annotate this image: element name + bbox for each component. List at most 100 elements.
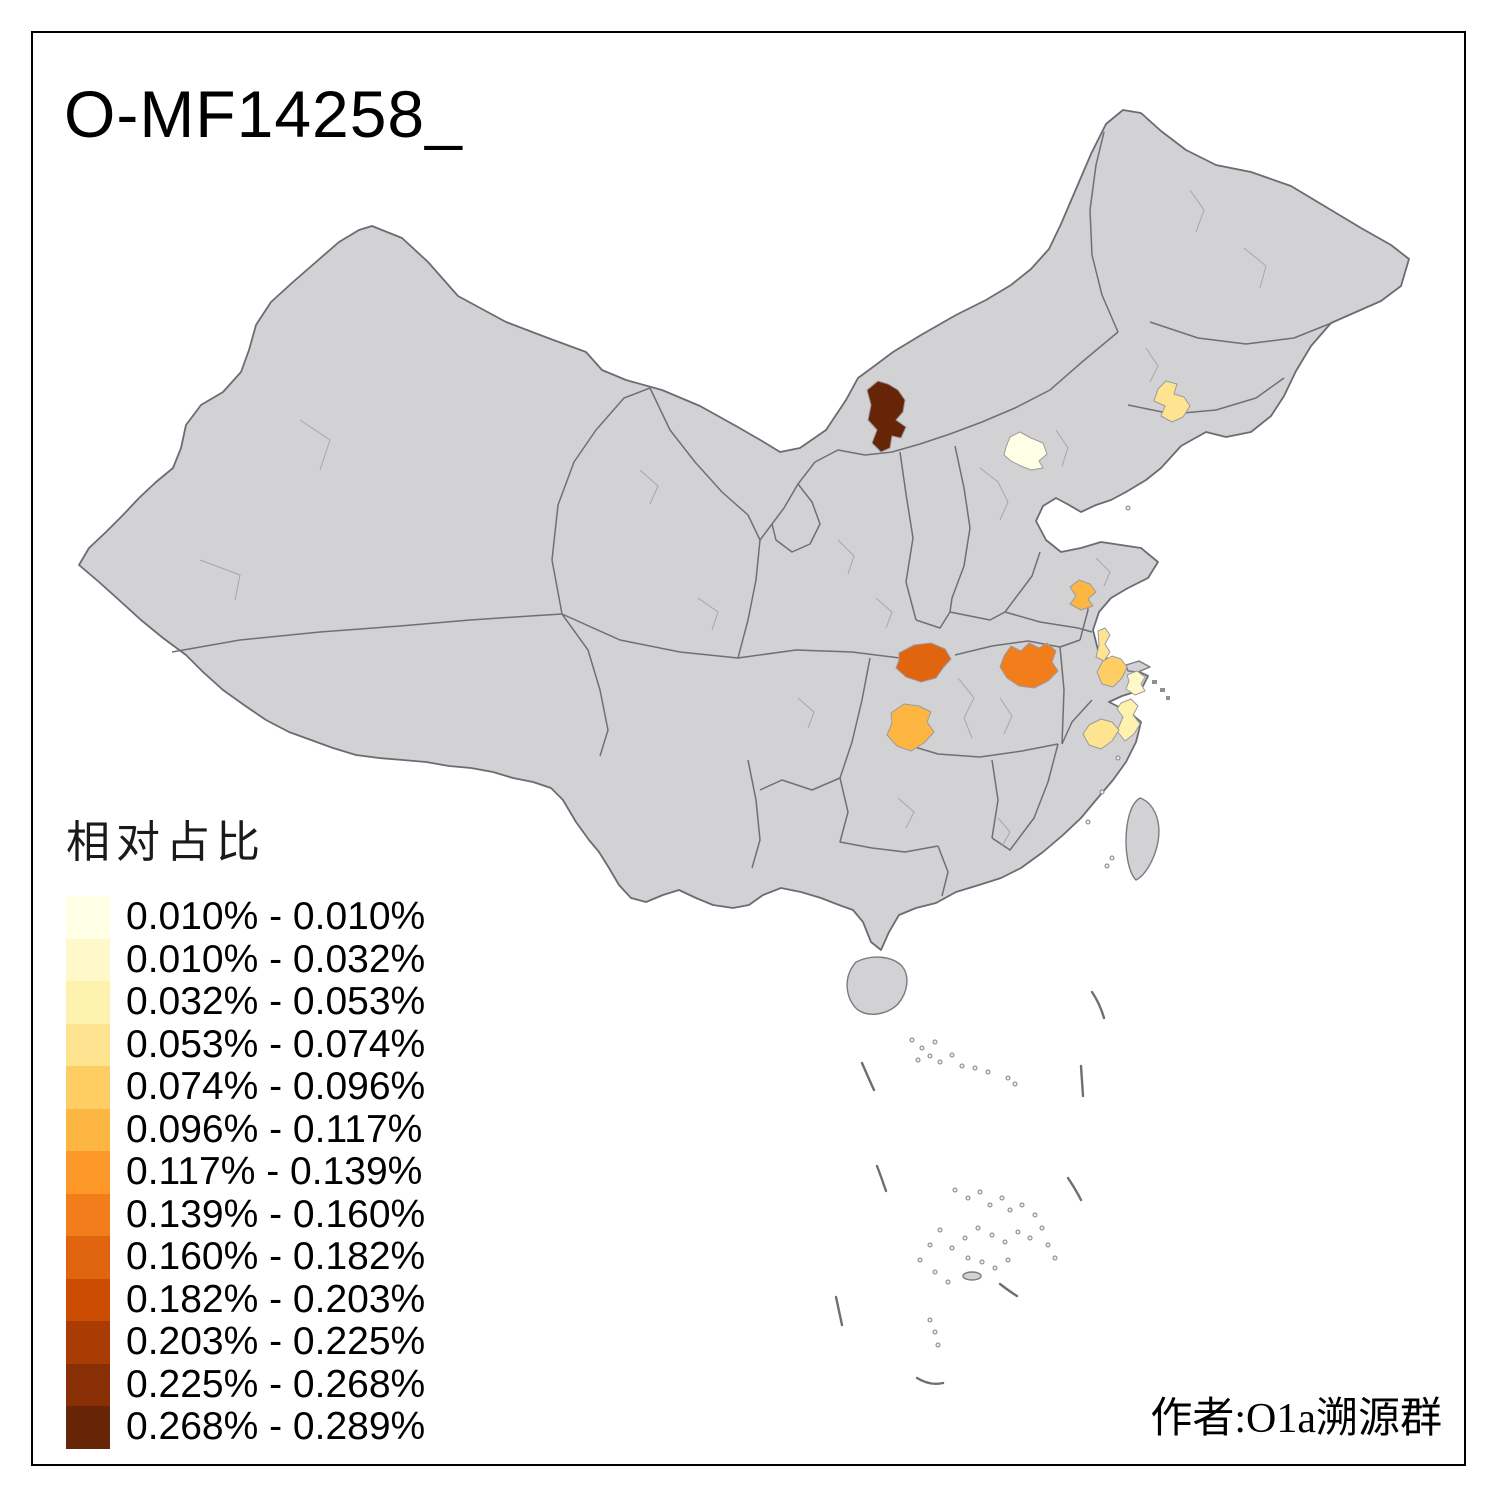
province-border-line — [897, 741, 1059, 758]
islet-speck — [1166, 696, 1170, 700]
province-border-line — [551, 387, 651, 615]
prefecture-boundaries — [199, 189, 1267, 847]
islet — [1045, 1242, 1051, 1248]
islet — [932, 1329, 938, 1335]
province-border-line — [954, 639, 1081, 656]
islet — [1052, 1255, 1058, 1261]
prefecture-line — [797, 697, 815, 729]
province-border-line — [839, 657, 871, 779]
nine-dash-segment — [1090, 990, 1106, 1020]
prefecture-line — [639, 469, 659, 505]
highlighted-region-5 — [895, 642, 952, 683]
province-border-line — [991, 743, 1059, 851]
islet — [1027, 1235, 1033, 1241]
legend-label: 0.225% - 0.268% — [126, 1362, 426, 1406]
prefecture-line — [999, 697, 1013, 735]
highlighted-regions — [866, 380, 1191, 752]
legend-label: 0.268% - 0.289% — [126, 1405, 426, 1449]
islet — [932, 1269, 938, 1275]
islet — [975, 1225, 981, 1231]
attribution-text: 作者:O1a溯源群 — [1150, 1396, 1442, 1442]
nine-dash-segment — [1079, 1064, 1085, 1098]
islet — [917, 1257, 923, 1263]
taiwan-island-shape — [1125, 797, 1160, 881]
legend-item: 0.160% - 0.182% — [66, 1235, 425, 1279]
islet — [1015, 1229, 1021, 1235]
legend-item: 0.203% - 0.225% — [66, 1320, 426, 1364]
province-border-line — [759, 777, 841, 791]
legend-item: 0.225% - 0.268% — [66, 1362, 426, 1406]
prefecture-line — [979, 467, 1009, 521]
islet — [915, 1057, 921, 1063]
south-sea-islets — [909, 1037, 1058, 1348]
highlighted-region-8 — [1096, 655, 1128, 688]
small-shoal-island — [962, 1271, 982, 1281]
islet — [999, 1195, 1005, 1201]
highlighted-region-10 — [1116, 698, 1141, 742]
islet — [989, 1232, 995, 1238]
islet-speck — [1152, 680, 1157, 684]
map-title: O-MF14258_ — [64, 77, 463, 151]
islet — [992, 1265, 998, 1271]
highlighted-region-6 — [999, 642, 1059, 689]
prefecture-line — [997, 817, 1011, 847]
highlighted-region-3 — [1153, 380, 1191, 423]
islet — [987, 1202, 993, 1208]
legend-title: 相对占比 — [66, 818, 266, 867]
province-border-line — [1059, 646, 1065, 745]
legend-label: 0.010% - 0.010% — [126, 895, 426, 939]
province-border-line — [899, 451, 917, 621]
legend-swatch — [66, 1108, 110, 1151]
legend-swatch — [66, 1278, 110, 1321]
legend-label: 0.074% - 0.096% — [126, 1065, 426, 1109]
legend-item: 0.074% - 0.096% — [66, 1065, 426, 1109]
legend-label: 0.010% - 0.032% — [126, 937, 426, 981]
legend-swatch — [66, 1193, 110, 1236]
islet — [1005, 1075, 1011, 1081]
islet — [1012, 1081, 1018, 1087]
province-border-line — [561, 613, 609, 757]
province-border-line — [171, 613, 563, 653]
estuary-island-shape — [1125, 660, 1151, 673]
islet-speck — [1160, 688, 1165, 692]
legend-label: 0.203% - 0.225% — [126, 1320, 426, 1364]
province-border-line — [759, 331, 1119, 541]
province-border-line — [937, 845, 949, 897]
nine-dash-segment — [998, 1282, 1019, 1298]
islet — [927, 1242, 933, 1248]
islet — [1002, 1239, 1008, 1245]
prefecture-line — [697, 597, 719, 631]
islet — [1085, 819, 1091, 825]
islet — [949, 1052, 955, 1058]
islet — [1007, 1207, 1013, 1213]
highlighted-region-12 — [886, 703, 935, 752]
islet — [1005, 1257, 1011, 1263]
islet — [1125, 505, 1131, 511]
legend-swatch — [66, 1023, 110, 1066]
prefecture-line — [897, 797, 915, 829]
islet — [962, 1235, 968, 1241]
islet — [965, 1195, 971, 1201]
prefecture-line — [957, 677, 975, 739]
legend-label: 0.096% - 0.117% — [126, 1107, 423, 1151]
legend-item: 0.139% - 0.160% — [66, 1193, 425, 1236]
legend-label: 0.117% - 0.139% — [126, 1150, 423, 1194]
province-border-line — [949, 611, 1093, 633]
legend: 相对占比 0.010% - 0.010% 0.010% - 0.032% 0.0… — [66, 806, 425, 1449]
legend-item: 0.268% - 0.289% — [66, 1405, 426, 1449]
province-border-line — [1061, 699, 1093, 745]
nine-dash-segment — [915, 1376, 945, 1386]
legend-label: 0.053% - 0.074% — [126, 1022, 426, 1066]
legend-swatch — [66, 1363, 110, 1406]
legend-label: 0.182% - 0.203% — [126, 1277, 426, 1321]
islet — [909, 1037, 915, 1043]
nine-dash-line — [834, 990, 1106, 1386]
islet — [1115, 755, 1121, 761]
province-border-line — [1089, 131, 1119, 333]
islet — [985, 1069, 991, 1075]
islet — [972, 1065, 978, 1071]
highlighted-region-2 — [1003, 431, 1048, 471]
province-border-line — [1149, 321, 1335, 345]
prefecture-line — [875, 597, 893, 629]
